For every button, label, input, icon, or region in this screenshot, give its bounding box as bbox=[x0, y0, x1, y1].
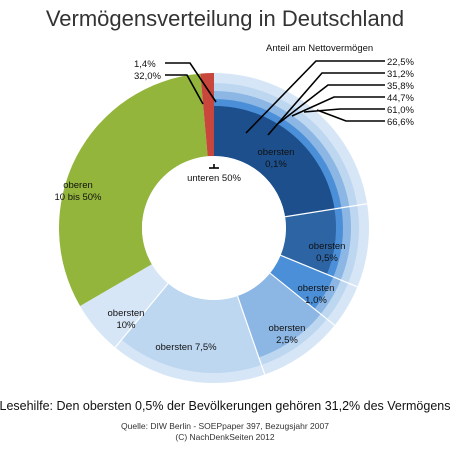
leader-right-5 bbox=[316, 109, 385, 122]
ring-separator-4 bbox=[114, 283, 169, 348]
slice-oberen-10-50 bbox=[58, 73, 208, 307]
pct-label-right-1: 31,2% bbox=[387, 69, 414, 80]
legend-title: Anteil am Nettovermögen bbox=[266, 43, 373, 54]
slice-label-5-line2: 1,0% bbox=[305, 295, 327, 306]
leader-right-0 bbox=[245, 60, 385, 134]
slice-label-6-line2: 0,5% bbox=[316, 253, 338, 264]
chart-title: Vermögensverteilung in Deutschland bbox=[46, 6, 404, 31]
leader-1-4 bbox=[165, 62, 217, 103]
annotation-text: Lesehilfe: Den obersten 0,5% der Bevölke… bbox=[0, 399, 450, 413]
slice-label-4-line1: obersten bbox=[269, 323, 306, 334]
ring-separator-1 bbox=[280, 254, 358, 288]
slice-label-0-line1: unteren 50% bbox=[187, 173, 241, 184]
slice-label-7-line2: 0,1% bbox=[265, 159, 287, 170]
pct-label-right-2: 35,8% bbox=[387, 81, 414, 92]
slice-label-4-line2: 2,5% bbox=[276, 335, 298, 346]
leader-lines bbox=[165, 60, 385, 169]
pct-label-32-0: 32,0% bbox=[134, 71, 161, 82]
pct-label-right-5: 66,6% bbox=[387, 117, 414, 128]
slice-label-6-line1: obersten bbox=[309, 241, 346, 252]
slice-label-3-line1: obersten 7,5% bbox=[155, 342, 217, 353]
leader-right-2 bbox=[278, 84, 385, 124]
pct-label-right-3: 44,7% bbox=[387, 93, 414, 104]
ring-separator-0 bbox=[285, 203, 368, 218]
leader-right-1 bbox=[267, 72, 385, 136]
leader-right-4 bbox=[303, 108, 385, 113]
pct-label-1-4: 1,4% bbox=[134, 59, 156, 70]
leader-right-3 bbox=[291, 96, 385, 117]
slice-obersten-0-1 bbox=[214, 106, 335, 217]
slice-label-1-line1: oberen bbox=[63, 180, 93, 191]
slice-label-1-line2: 10 bis 50% bbox=[54, 192, 102, 203]
slice-label-2-line1: obersten bbox=[108, 308, 145, 319]
source-line-2: (C) NachDenkSeiten 2012 bbox=[175, 432, 274, 442]
donut-hole bbox=[142, 156, 286, 300]
slice-label-2-line2: 10% bbox=[116, 320, 136, 331]
pct-label-right-4: 61,0% bbox=[387, 105, 414, 116]
source-line-1: Quelle: DIW Berlin - SOEPpaper 397, Bezu… bbox=[121, 421, 329, 431]
pie-slices bbox=[58, 73, 369, 383]
slice-label-5-line1: obersten bbox=[298, 283, 335, 294]
ring-separator-3 bbox=[236, 295, 266, 375]
pct-label-right-0: 22,5% bbox=[387, 57, 414, 68]
slice-label-7-line1: obersten bbox=[258, 147, 295, 158]
ring-separator-2 bbox=[269, 272, 336, 326]
leader-32-0 bbox=[165, 74, 204, 105]
